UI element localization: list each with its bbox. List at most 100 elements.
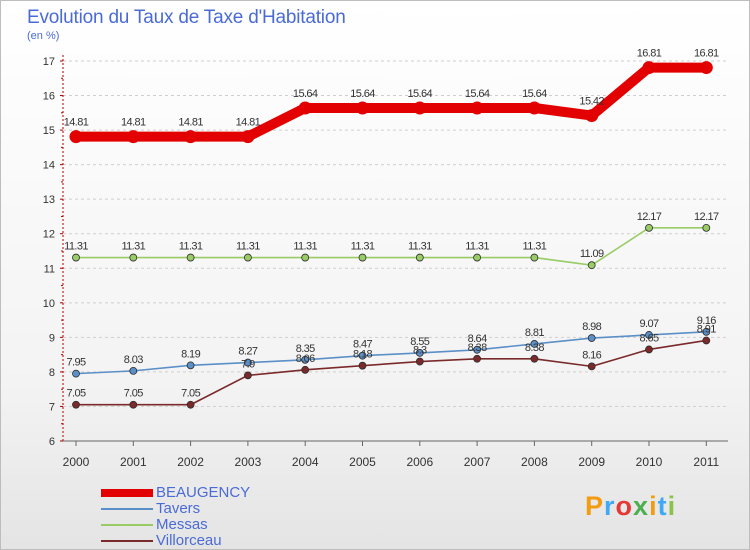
point-tavers-2000 (72, 369, 80, 378)
data-label-tavers-2006: 8.55 (410, 336, 429, 348)
point-beaugency-2007 (470, 101, 484, 115)
axes: 6 7 8 9 10 11 12 13 14 15 16 17 2000 2001 2002 2003 2004… (43, 55, 728, 469)
legend-swatch-tavers (101, 508, 153, 510)
x-tick-label-2001: 2001 (120, 455, 147, 469)
point-messas-2008 (530, 253, 539, 262)
point-tavers-2007 (473, 345, 482, 354)
point-beaugency-2011 (699, 61, 713, 75)
point-villorceau-2007 (473, 354, 482, 363)
point-messas-2004 (301, 253, 310, 262)
point-beaugency-2004 (298, 101, 312, 115)
logo-letter: o (615, 491, 634, 521)
logo-letter: t (657, 491, 668, 521)
x-tick-label-2005: 2005 (349, 455, 376, 469)
point-messas-2005 (358, 253, 367, 262)
point-villorceau-2011 (702, 336, 711, 345)
point-tavers-2010 (645, 331, 653, 339)
y-tick-label-7: 7 (49, 401, 55, 413)
data-label-villorceau-2003: 7.9 (241, 358, 255, 370)
data-label-tavers-2000: 7.95 (66, 357, 85, 369)
point-villorceau-2004 (301, 365, 310, 374)
y-axis-unit: (en %) (27, 30, 60, 42)
y-tick-label-8: 8 (49, 367, 55, 379)
y-tick-label-10: 10 (43, 298, 55, 310)
y-tick-label-9: 9 (49, 332, 55, 344)
x-tick-label-2007: 2007 (464, 455, 491, 469)
y-tick-label-6: 6 (49, 436, 55, 448)
point-messas-2001 (129, 253, 138, 262)
legend-label-villorceau: Villorceau (156, 532, 222, 549)
data-label-messas-2005: 11.31 (351, 241, 375, 253)
logo-letter: x (633, 491, 650, 521)
point-villorceau-2003 (243, 371, 252, 380)
data-label-villorceau-2010: 8.65 (639, 332, 658, 344)
data-label-beaugency-2001: 14.81 (121, 117, 146, 129)
point-beaugency-2008 (527, 101, 541, 115)
point-beaugency-2002 (184, 130, 198, 144)
point-messas-2000 (72, 253, 80, 262)
point-villorceau-2008 (530, 354, 539, 363)
data-label-messas-2010: 12.17 (637, 211, 662, 223)
legend-label-messas: Messas (156, 516, 208, 533)
y-tick-label-15: 15 (43, 125, 55, 137)
gridlines (63, 60, 728, 407)
data-label-messas-2000: 11.31 (64, 241, 88, 253)
x-tick-label-2009: 2009 (578, 455, 605, 469)
point-beaugency-2010 (642, 61, 656, 75)
data-label-beaugency-2000: 14.81 (64, 117, 89, 129)
point-villorceau-2002 (186, 400, 195, 409)
logo-letter: i (649, 491, 658, 521)
point-villorceau-2001 (129, 400, 138, 409)
data-label-villorceau-2008: 8.38 (525, 342, 544, 354)
data-label-villorceau-2002: 7.05 (181, 388, 200, 400)
data-label-tavers-2011: 9.16 (697, 315, 716, 327)
point-messas-2011 (702, 223, 711, 232)
data-label-beaugency-2006: 15.64 (408, 88, 433, 100)
chart-title: Evolution du Taux de Taxe d'Habitation (27, 7, 346, 28)
point-tavers-2008 (530, 340, 539, 348)
point-beaugency-2001 (126, 130, 140, 144)
data-label-messas-2007: 11.31 (465, 241, 489, 253)
data-label-tavers-2004: 8.35 (296, 343, 315, 355)
data-label-villorceau-2000: 7.05 (66, 388, 85, 400)
point-tavers-2005 (358, 351, 367, 360)
data-label-beaugency-2007: 15.64 (465, 88, 490, 100)
data-label-beaugency-2002: 14.81 (178, 117, 203, 129)
point-villorceau-2000 (72, 400, 80, 409)
data-label-tavers-2010: 9.07 (639, 318, 658, 330)
legend-swatch-beaugency (101, 489, 153, 497)
data-label-villorceau-2006: 8.3 (413, 345, 427, 357)
point-messas-2010 (645, 223, 653, 232)
logo-letter: r (604, 491, 616, 521)
data-label-villorceau-2005: 8.18 (353, 349, 372, 361)
data-label-messas-2002: 11.31 (179, 241, 203, 253)
point-beaugency-2003 (241, 130, 255, 144)
y-tick-label-17: 17 (43, 56, 55, 68)
data-label-messas-2004: 11.31 (293, 241, 317, 253)
data-label-tavers-2003: 8.27 (238, 346, 257, 358)
proxiti-logo: Proxiti (585, 491, 676, 522)
data-label-tavers-2002: 8.19 (181, 348, 200, 360)
point-messas-2009 (587, 261, 596, 270)
point-beaugency-2006 (413, 101, 427, 115)
series-line-beaugency (71, 62, 712, 142)
data-label-tavers-2005: 8.47 (353, 339, 372, 351)
data-label-beaugency-2005: 15.64 (350, 88, 375, 100)
point-tavers-2001 (129, 366, 138, 375)
point-messas-2007 (473, 253, 482, 262)
data-label-villorceau-2001: 7.05 (124, 388, 143, 400)
point-villorceau-2006 (415, 357, 424, 366)
x-tick-label-2011: 2011 (693, 455, 719, 469)
y-tick-label-13: 13 (43, 194, 55, 206)
point-messas-2006 (415, 253, 424, 262)
point-tavers-2004 (301, 355, 310, 364)
data-label-messas-2006: 11.31 (408, 241, 432, 253)
point-beaugency-2009 (585, 109, 599, 123)
logo-letter: i (667, 491, 677, 521)
x-tick-label-2002: 2002 (177, 455, 204, 469)
logo-letter: P (585, 491, 605, 521)
data-label-villorceau-2004: 8.06 (296, 353, 315, 365)
series-line-tavers (75, 331, 708, 375)
data-label-messas-2009: 11.09 (580, 248, 604, 260)
